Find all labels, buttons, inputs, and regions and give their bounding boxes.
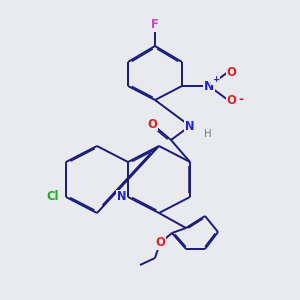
Text: O: O — [147, 118, 157, 130]
Text: -: - — [238, 94, 243, 106]
Text: N: N — [117, 190, 126, 203]
Text: F: F — [151, 19, 159, 32]
Text: O: O — [155, 236, 165, 250]
Text: H: H — [204, 129, 211, 139]
Text: O: O — [227, 94, 236, 106]
Text: N: N — [185, 119, 195, 133]
Text: +: + — [212, 75, 219, 84]
Text: Cl: Cl — [46, 190, 59, 203]
Text: N: N — [204, 80, 214, 92]
Text: O: O — [227, 65, 236, 79]
